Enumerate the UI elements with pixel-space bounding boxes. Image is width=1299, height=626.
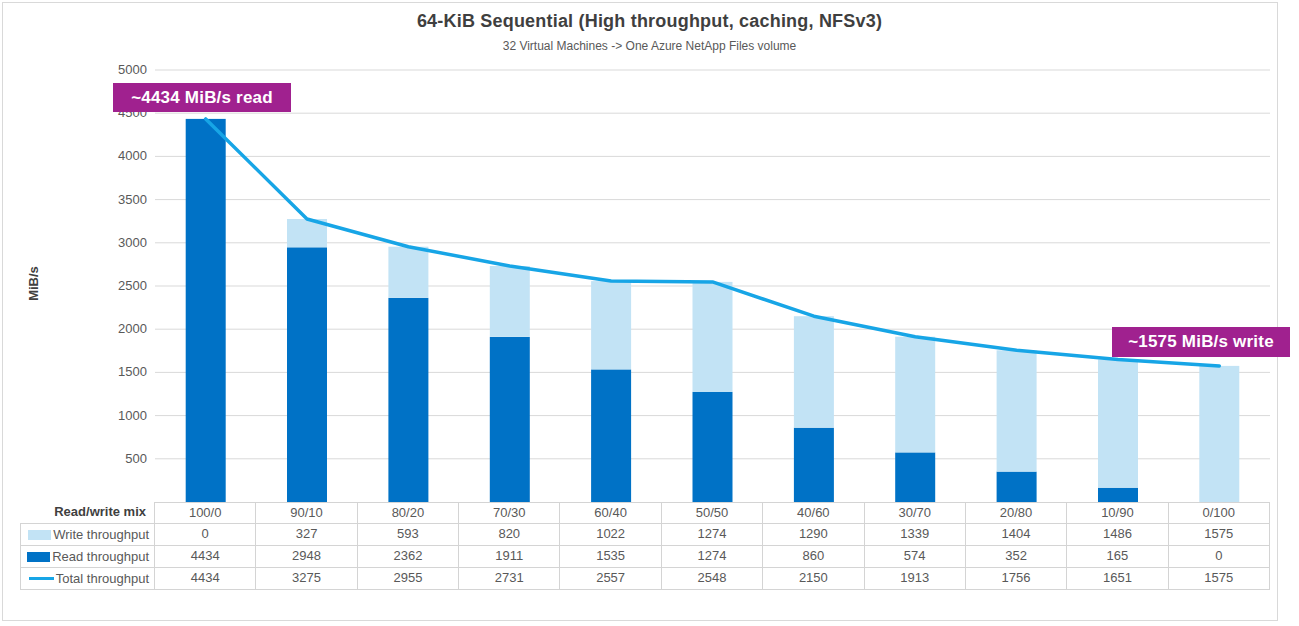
series-name: Total throughput	[56, 569, 149, 589]
table-corner-label: Read/write mix	[20, 502, 155, 524]
table-value-cell: 2557	[560, 568, 661, 590]
table-value-cell: 1274	[662, 546, 763, 568]
bar-write-segment	[591, 281, 631, 369]
table-value-cell: 2955	[358, 568, 459, 590]
table-category-header: 50/50	[662, 502, 763, 524]
annotation-write-callout: ~1575 MiB/s write	[1112, 327, 1290, 357]
bar-read-segment	[693, 392, 733, 502]
table-value-cell: 1290	[763, 524, 864, 546]
legend-swatch-rect-icon	[28, 530, 51, 540]
table-category-header: 90/10	[256, 502, 357, 524]
table-value-cell: 4434	[155, 546, 256, 568]
table-value-cell: 3275	[256, 568, 357, 590]
table-value-cell: 1022	[560, 524, 661, 546]
table-series-label: Total throughput	[20, 568, 155, 590]
table-value-cell: 0	[1169, 546, 1270, 568]
table-category-header: 30/70	[865, 502, 966, 524]
bar-write-segment	[997, 350, 1037, 471]
bar-write-segment	[895, 337, 935, 453]
bar-read-segment	[895, 452, 935, 502]
bar-write-segment	[1098, 359, 1138, 487]
bar-read-segment	[591, 369, 631, 502]
bar-read-segment	[388, 298, 428, 502]
table-value-cell: 1535	[560, 546, 661, 568]
table-category-header: 70/30	[459, 502, 560, 524]
series-name: Write throughput	[53, 525, 149, 545]
table-value-cell: 1651	[1067, 568, 1168, 590]
bar-write-segment	[388, 247, 428, 298]
table-value-cell: 2548	[662, 568, 763, 590]
table-value-cell: 2948	[256, 546, 357, 568]
table-value-cell: 0	[155, 524, 256, 546]
table-category-header: 80/20	[358, 502, 459, 524]
table-value-cell: 2150	[763, 568, 864, 590]
annotation-read-callout: ~4434 MiB/s read	[113, 83, 291, 112]
bar-write-segment	[490, 266, 530, 337]
table-value-cell: 4434	[155, 568, 256, 590]
table-category-header: 60/40	[560, 502, 661, 524]
chart-data-table: Read/write mix100/090/1080/2070/3060/405…	[20, 502, 1270, 590]
table-value-cell: 574	[865, 546, 966, 568]
table-value-cell: 1274	[662, 524, 763, 546]
table-value-cell: 1404	[966, 524, 1067, 546]
table-value-cell: 352	[966, 546, 1067, 568]
series-name: Read throughput	[52, 547, 149, 567]
table-value-cell: 1913	[865, 568, 966, 590]
bar-write-segment	[1199, 366, 1239, 502]
bar-read-segment	[1098, 488, 1138, 502]
chart-canvas: 64-KiB Sequential (High throughput, cach…	[0, 0, 1299, 626]
bar-read-segment	[490, 337, 530, 502]
table-value-cell: 2731	[459, 568, 560, 590]
table-value-cell: 327	[256, 524, 357, 546]
bar-read-segment	[794, 428, 834, 502]
table-value-cell: 1575	[1169, 524, 1270, 546]
bar-read-segment	[186, 119, 226, 502]
bar-write-segment	[794, 316, 834, 428]
table-value-cell: 1339	[865, 524, 966, 546]
table-category-header: 10/90	[1067, 502, 1168, 524]
table-category-header: 0/100	[1169, 502, 1270, 524]
bar-read-segment	[287, 247, 327, 502]
table-value-cell: 860	[763, 546, 864, 568]
table-series-label: Write throughput	[20, 524, 155, 546]
table-category-header: 100/0	[155, 502, 256, 524]
table-value-cell: 1575	[1169, 568, 1270, 590]
legend-swatch-line-icon	[29, 577, 54, 580]
bar-read-segment	[997, 472, 1037, 502]
table-value-cell: 1911	[459, 546, 560, 568]
table-value-cell: 1486	[1067, 524, 1168, 546]
table-series-label: Read throughput	[20, 546, 155, 568]
legend-swatch-rect-icon	[27, 552, 50, 562]
table-value-cell: 2362	[358, 546, 459, 568]
table-value-cell: 1756	[966, 568, 1067, 590]
bar-write-segment	[693, 282, 733, 392]
table-value-cell: 165	[1067, 546, 1168, 568]
table-category-header: 20/80	[966, 502, 1067, 524]
table-value-cell: 820	[459, 524, 560, 546]
table-category-header: 40/60	[763, 502, 864, 524]
table-value-cell: 593	[358, 524, 459, 546]
